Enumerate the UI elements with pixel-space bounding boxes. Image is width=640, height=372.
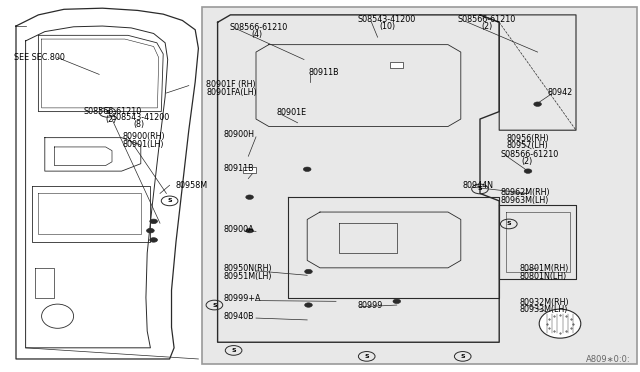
Text: 80999+A: 80999+A (224, 294, 262, 303)
Text: SEE SEC.800: SEE SEC.800 (14, 53, 65, 62)
Circle shape (393, 299, 401, 304)
Circle shape (147, 228, 154, 233)
Ellipse shape (42, 304, 74, 328)
Text: 80933M(LH): 80933M(LH) (520, 305, 568, 314)
Text: S: S (167, 198, 172, 203)
Circle shape (303, 167, 311, 171)
Circle shape (305, 303, 312, 307)
Text: 80951M(LH): 80951M(LH) (224, 272, 273, 280)
Text: 80900H: 80900H (224, 130, 255, 139)
Text: S: S (506, 221, 511, 227)
Text: 80944N: 80944N (462, 182, 493, 190)
Circle shape (534, 102, 541, 106)
Text: 80900A: 80900A (224, 225, 255, 234)
Text: 80942: 80942 (547, 88, 572, 97)
Circle shape (305, 269, 312, 274)
Text: S: S (460, 354, 465, 359)
Circle shape (524, 169, 532, 173)
Text: 80801M(RH): 80801M(RH) (520, 264, 569, 273)
Text: A809∗0:0:: A809∗0:0: (586, 355, 630, 364)
Text: S: S (105, 110, 110, 115)
Text: 80901F (RH): 80901F (RH) (206, 80, 256, 89)
Bar (390, 62, 403, 68)
Text: (4): (4) (251, 30, 262, 39)
Text: S: S (231, 348, 236, 353)
Text: 80999: 80999 (357, 301, 383, 310)
Circle shape (150, 219, 157, 224)
Text: S08566-61210: S08566-61210 (500, 150, 559, 159)
Text: S: S (212, 302, 217, 308)
Text: 80940B: 80940B (224, 312, 255, 321)
Text: (2): (2) (522, 157, 533, 166)
Circle shape (150, 238, 157, 242)
Text: 80900(RH): 80900(RH) (123, 132, 166, 141)
Text: 80901E: 80901E (276, 108, 307, 117)
Text: S08566-61210: S08566-61210 (458, 15, 516, 24)
Text: (2): (2) (481, 22, 493, 31)
Text: 80958M: 80958M (176, 181, 208, 190)
Text: 80932M(RH): 80932M(RH) (520, 298, 570, 307)
Text: S: S (364, 354, 369, 359)
Bar (202, 7, 637, 364)
Text: 80901FA(LH): 80901FA(LH) (206, 88, 257, 97)
Text: 80957(LH): 80957(LH) (507, 141, 548, 150)
Text: 80950N(RH): 80950N(RH) (224, 264, 273, 273)
Text: S08543-41200: S08543-41200 (112, 113, 170, 122)
Text: 80801N(LH): 80801N(LH) (520, 272, 567, 280)
Text: S08566-61210: S08566-61210 (83, 107, 141, 116)
Text: (2): (2) (106, 115, 117, 124)
Text: S08566-61210: S08566-61210 (229, 23, 287, 32)
Text: (8): (8) (133, 120, 144, 129)
Text: 80956(RH): 80956(RH) (507, 134, 550, 143)
Text: (10): (10) (380, 22, 396, 31)
Text: 80962M(RH): 80962M(RH) (500, 188, 550, 197)
Bar (243, 167, 256, 173)
Circle shape (246, 228, 253, 233)
Circle shape (246, 195, 253, 199)
Text: S08543-41200: S08543-41200 (357, 15, 415, 24)
Ellipse shape (540, 309, 581, 338)
Text: 80901(LH): 80901(LH) (123, 140, 164, 149)
Text: 80963M(LH): 80963M(LH) (500, 196, 549, 205)
Text: 80911B: 80911B (308, 68, 339, 77)
Text: S: S (477, 186, 483, 192)
Text: 80911B: 80911B (224, 164, 255, 173)
